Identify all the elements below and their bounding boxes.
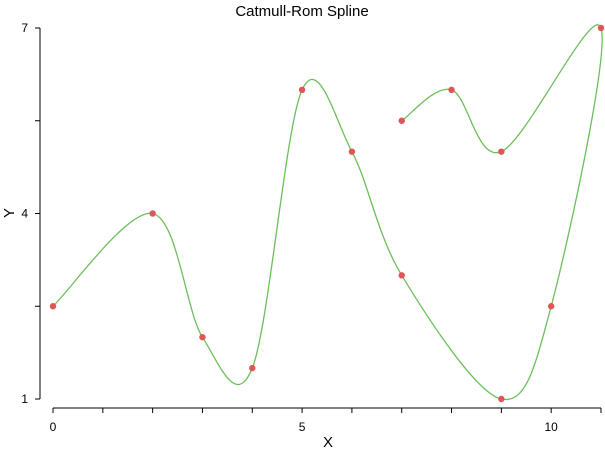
y-tick-label: 7 bbox=[21, 21, 28, 35]
x-axis-label: X bbox=[323, 434, 333, 451]
axes: 0 5 10 1 4 7 bbox=[21, 21, 602, 434]
control-point bbox=[398, 272, 405, 279]
plot-area bbox=[49, 24, 605, 403]
x-tick-label: 0 bbox=[50, 420, 57, 434]
chart-title: Catmull-Rom Spline bbox=[235, 3, 368, 20]
x-ticks: 0 5 10 bbox=[50, 408, 602, 434]
y-tick-label: 1 bbox=[21, 392, 28, 406]
control-point bbox=[498, 395, 505, 403]
x-tick-label: 5 bbox=[299, 420, 306, 434]
spline-curve bbox=[52, 24, 603, 401]
control-point bbox=[547, 303, 555, 310]
control-point bbox=[249, 364, 256, 372]
control-point bbox=[398, 117, 405, 124]
y-ticks: 1 4 7 bbox=[21, 21, 40, 406]
control-point bbox=[448, 86, 455, 94]
control-point bbox=[149, 210, 156, 217]
control-point bbox=[348, 148, 356, 155]
control-point bbox=[597, 24, 605, 32]
y-axis-label: Y bbox=[1, 208, 18, 218]
control-point bbox=[498, 148, 505, 155]
control-point bbox=[49, 303, 57, 310]
control-point bbox=[298, 86, 306, 94]
y-tick-label: 4 bbox=[21, 207, 28, 221]
x-tick-label: 10 bbox=[545, 420, 559, 434]
control-point bbox=[199, 333, 206, 341]
